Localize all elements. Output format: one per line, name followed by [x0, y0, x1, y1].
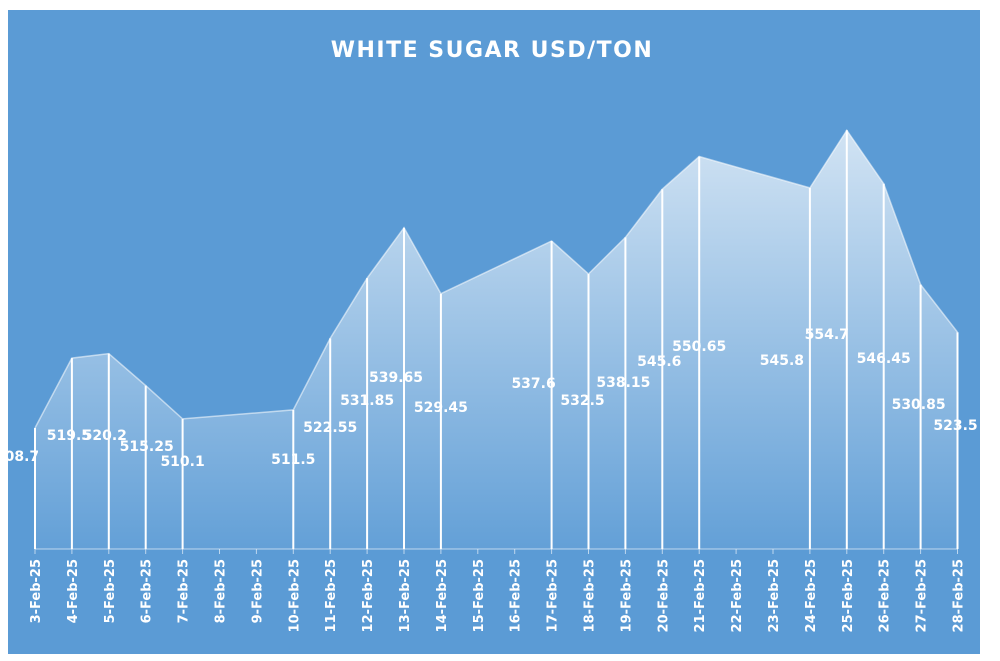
x-tick-label: 16-Feb-25: [509, 559, 524, 632]
x-tick-label: 11-Feb-25: [324, 559, 339, 632]
data-label-18-Feb-25: 532.5: [560, 393, 604, 409]
x-tick-label: 19-Feb-25: [619, 559, 634, 632]
data-label-14-Feb-25: 529.45: [414, 400, 468, 416]
area-chart: WHITE SUGAR USD/TON 508.7 519.5520.2515.2…: [8, 38, 978, 632]
data-label-26-Feb-25: 546.45: [857, 351, 911, 367]
x-tick-label: 20-Feb-25: [656, 559, 671, 632]
x-tick-label: 4-Feb-25: [66, 559, 81, 623]
data-label-17-Feb-25: 537.6: [511, 376, 555, 392]
x-tick-label: 5-Feb-25: [103, 559, 118, 623]
data-label-28-Feb-25: 523.5: [933, 418, 977, 434]
x-tick-label: 10-Feb-25: [287, 559, 302, 632]
x-tick-label: 27-Feb-25: [915, 559, 930, 632]
data-label-19-Feb-25: 538.15: [596, 375, 650, 391]
x-tick-label: 28-Feb-25: [952, 559, 967, 632]
x-tick-label: 9-Feb-25: [250, 559, 265, 623]
x-tick-label: 17-Feb-25: [546, 559, 561, 632]
chart-frame: WHITE SUGAR USD/TON 508.7 519.5520.2515.2…: [8, 10, 980, 654]
x-tick-label: 7-Feb-25: [177, 559, 192, 623]
x-tick-label: 13-Feb-25: [398, 559, 413, 632]
data-label-13-Feb-25: 539.65: [369, 370, 423, 386]
data-label-20-Feb-25: 545.6: [637, 354, 681, 370]
price-line: [34, 128, 959, 429]
x-tick-label: 26-Feb-25: [878, 559, 893, 632]
x-tick-label: 23-Feb-25: [767, 559, 782, 632]
x-tick-label: 22-Feb-25: [730, 559, 745, 632]
data-label-7-Feb-25: 510.1: [160, 454, 204, 470]
data-label-25-Feb-25: 554.7: [805, 327, 849, 343]
price-area: [35, 130, 958, 550]
data-label-24-Feb-25: 545.8: [760, 353, 804, 369]
data-label-21-Feb-25: 550.65: [672, 339, 726, 355]
x-tick-label: 14-Feb-25: [435, 559, 450, 632]
x-tick-label: 3-Feb-25: [29, 559, 44, 623]
data-label-6-Feb-25: 515.25: [120, 439, 174, 455]
data-label-5-Feb-25: 520.2: [83, 428, 127, 444]
x-tick-label: 6-Feb-25: [140, 559, 155, 623]
x-tick-label: 8-Feb-25: [214, 559, 229, 623]
x-tick-label: 21-Feb-25: [693, 559, 708, 632]
x-tick-label: 15-Feb-25: [472, 559, 487, 632]
x-tick-label: 24-Feb-25: [804, 559, 819, 632]
x-tick-label: 25-Feb-25: [841, 559, 856, 632]
data-label-12-Feb-25: 531.85: [340, 393, 394, 409]
data-label-4-Feb-25: 519.5: [47, 428, 91, 444]
chart-title: WHITE SUGAR USD/TON: [331, 38, 654, 63]
x-tick-label: 18-Feb-25: [583, 559, 598, 632]
data-label-27-Feb-25: 530.85: [892, 397, 946, 413]
x-tick-label: 12-Feb-25: [361, 559, 376, 632]
data-label-11-Feb-25: 522.55: [303, 420, 357, 436]
data-label-10-Feb-25: 511.5: [271, 452, 315, 468]
data-label-3-Feb-25: 508.7: [8, 449, 39, 465]
